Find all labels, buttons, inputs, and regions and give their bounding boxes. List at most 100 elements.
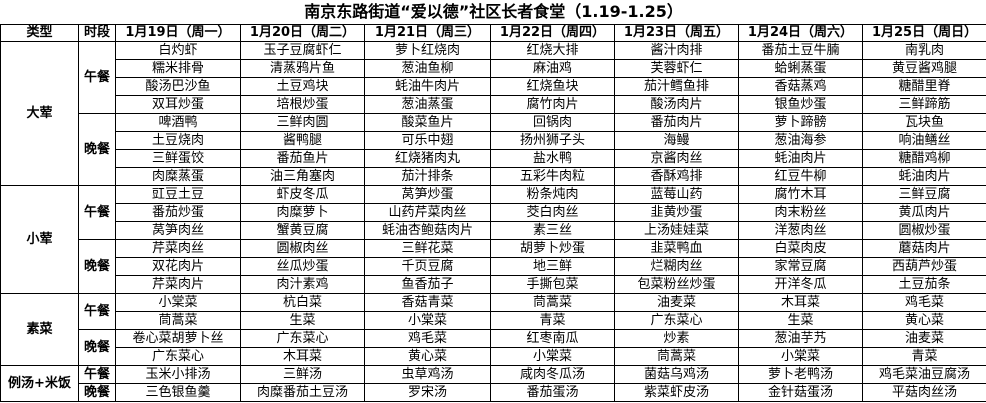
dish-cell: 葱油芋艿 [738,329,863,348]
header-cell: 类型 [0,24,79,42]
dish-cell: 可乐中翅 [364,131,491,150]
period-cell: 晚餐 [78,329,116,366]
menu-row: 晚餐 卷心菜胡萝卜丝 广东菜心 鸡毛菜 红枣南瓜 炒素 葱油芋艿 油麦菜 [1,329,986,366]
dish-cell: 葱油鱼柳 [364,59,491,78]
period-cell: 晚餐 [78,239,116,294]
dish-cell: 莴笋炒蛋 [364,185,491,204]
dish-cell: 茼蒿菜 [490,293,615,312]
dish-cell: 培根炒蛋 [240,95,365,114]
dish-cell: 番茄鱼片 [240,149,365,168]
menu-row: 双耳炒蛋 培根炒蛋 葱油蒸蛋 腐竹肉片 酸汤肉片 银鱼炒蛋 三鲜蹄筋 [1,95,986,114]
dish-cell: 瓦块鱼 [861,113,986,132]
header-cell: 1月22日（周四） [490,24,615,42]
menu-row: 晚餐 三色银鱼羹 肉糜番茄土豆汤 罗宋汤 番茄蛋汤 紫菜虾皮汤 金针菇蛋汤 平菇肉丝汤 [1,383,986,402]
dish-cell: 千页豆腐 [364,257,491,276]
menu-row: 广东菜心 木耳菜 黄心菜 小棠菜 茼蒿菜 小棠菜 青菜 [1,347,986,366]
dish-cell: 葱油蒸蛋 [364,95,491,114]
dish-cell: 茄汁排条 [364,167,491,186]
dish-cell: 腐竹木耳 [738,185,863,204]
dish-cell: 胡萝卜炒蛋 [490,239,615,258]
dish-cell: 三鲜蛋饺 [115,149,241,168]
header-cell: 1月20日（周二） [240,24,365,42]
dish-cell: 银鱼炒蛋 [738,95,863,114]
title-row: 南京东路街道“爱以德”社区长者食堂（1.19-1.25） [0,0,986,25]
dish-cell: 三鲜蹄筋 [861,95,986,114]
dish-cell: 白灼虾 [115,41,241,60]
dish-cell: 家常豆腐 [738,257,863,276]
dish-cell: 蚝油牛肉片 [364,77,491,96]
dish-cell: 丝瓜炒蛋 [240,257,365,276]
dish-cell: 木耳菜 [738,293,863,312]
dish-cell: 南乳肉 [861,41,986,60]
dish-cell: 圆椒炒蛋 [861,221,986,240]
header-row: 类型 时段 1月19日（周一） 1月20日（周二） 1月21日（周三） 1月22日（周四）… [0,24,986,42]
dish-cell: 三鲜花菜 [364,239,491,258]
dish-cell: 生菜 [240,311,365,330]
menu-row: 素菜 午餐 小棠菜 杭白菜 香菇青菜 茼蒿菜 油麦菜 木耳菜 鸡毛菜 [0,293,986,366]
dish-cell: 蟹黄豆腐 [240,221,365,240]
dish-cell: 芙蓉虾仁 [614,59,739,78]
menu-row: 土豆烧肉 酱鸭腿 可乐中翅 扬州狮子头 海鳗 葱油海参 响油鳝丝 [1,131,986,150]
dish-cell: 蓝莓山药 [614,185,739,204]
dish-cell: 啤酒鸭 [115,113,241,132]
dish-cell: 黄豆酱鸡腿 [861,59,986,78]
dish-cell: 三色银鱼羹 [115,383,241,402]
dish-cell: 生菜 [738,311,863,330]
dish-cell: 白菜肉皮 [738,239,863,258]
menu-row: 晚餐 啤酒鸭 三鲜肉圆 酸菜鱼片 回锅肉 番茄肉片 萝卜蹄髈 瓦块鱼 [1,113,986,186]
header-cell: 时段 [78,24,116,42]
dish-cell: 西葫芦炒蛋 [861,257,986,276]
dish-cell: 金针菇蛋汤 [738,383,863,402]
dish-cell: 芹菜肉片 [115,275,241,294]
dish-cell: 卷心菜胡萝卜丝 [115,329,241,348]
dish-cell: 黄心菜 [364,347,491,366]
type-cell: 例汤+米饭 [0,365,79,402]
dish-cell: 红烧猪肉丸 [364,149,491,168]
dish-cell: 回锅肉 [490,113,615,132]
dish-cell: 双花肉片 [115,257,241,276]
dish-cell: 炒素 [614,329,739,348]
period-cell: 晚餐 [78,113,116,186]
dish-cell: 糯米排骨 [115,59,241,78]
menu-row: 肉糜蒸蛋 油三角塞肉 茄汁排条 五彩牛肉粒 香酥鸡排 红豆牛柳 蚝油肉片 [1,167,986,186]
period-cell: 午餐 [78,365,116,384]
dish-cell: 罗宋汤 [364,383,491,402]
dish-cell: 糖醋里脊 [861,77,986,96]
dish-cell: 土豆茄条 [861,275,986,294]
dish-cell: 清蒸鸦片鱼 [240,59,365,78]
dish-cell: 番茄蛋汤 [490,383,615,402]
dish-cell: 葱油海参 [738,131,863,150]
period-cell: 晚餐 [78,383,116,402]
dish-cell: 青菜 [490,311,615,330]
header-cell: 1月24日（周六） [738,24,863,42]
dish-cell: 酸菜鱼片 [364,113,491,132]
dish-cell: 芹菜肉丝 [115,239,241,258]
dish-cell: 京酱肉丝 [614,149,739,168]
dish-cell: 番茄土豆牛腩 [738,41,863,60]
dish-cell: 广东菜心 [614,311,739,330]
dish-cell: 红枣南瓜 [490,329,615,348]
dish-cell: 小棠菜 [738,347,863,366]
dish-cell: 紫菜虾皮汤 [614,383,739,402]
dish-cell: 广东菜心 [115,347,241,366]
dish-cell: 油麦菜 [861,329,986,348]
dish-cell: 杭白菜 [240,293,365,312]
dish-cell: 平菇肉丝汤 [861,383,986,402]
dish-cell: 萝卜老鸭汤 [738,365,863,384]
menu-row: 例汤+米饭 午餐 玉米小排汤 三鲜汤 虫草鸡汤 咸肉冬瓜汤 菌菇乌鸡汤 萝卜老鸭汤 鸡毛菜油豆腐… [0,365,986,402]
dish-cell: 麻油鸡 [490,59,615,78]
header-cell: 1月21日（周三） [364,24,491,42]
dish-cell: 豇豆土豆 [115,185,241,204]
dish-cell: 烂糊肉丝 [614,257,739,276]
dish-cell: 茭白肉丝 [490,203,615,222]
type-cell: 小荤 [0,185,79,294]
dish-cell: 素三丝 [490,221,615,240]
dish-cell: 双耳炒蛋 [115,95,241,114]
dish-cell: 番茄肉片 [614,113,739,132]
dish-cell: 肉汁素鸡 [240,275,365,294]
dish-cell: 香酥鸡排 [614,167,739,186]
dish-cell: 土豆烧肉 [115,131,241,150]
dish-cell: 香菇蒸鸡 [738,77,863,96]
